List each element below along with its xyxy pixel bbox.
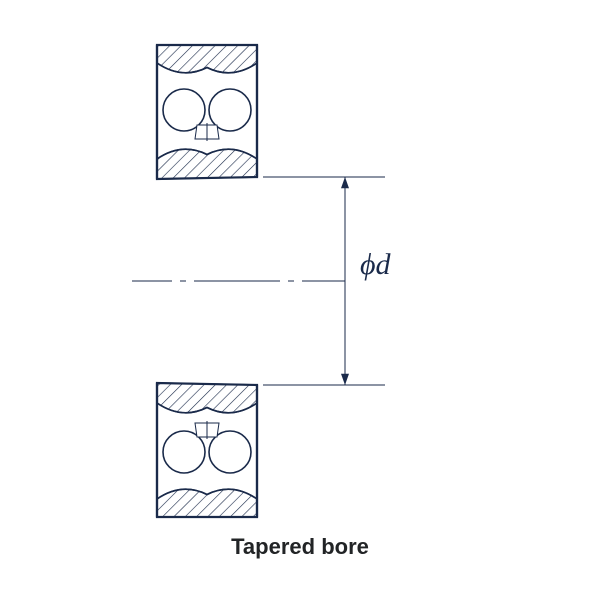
figure-container: ϕd Tapered bore — [0, 0, 600, 600]
bearing-cross-section-diagram — [0, 0, 600, 600]
diameter-dimension-label: ϕd — [360, 248, 391, 282]
diagram-svg-wrap — [0, 0, 600, 605]
figure-caption: Tapered bore — [0, 534, 600, 560]
